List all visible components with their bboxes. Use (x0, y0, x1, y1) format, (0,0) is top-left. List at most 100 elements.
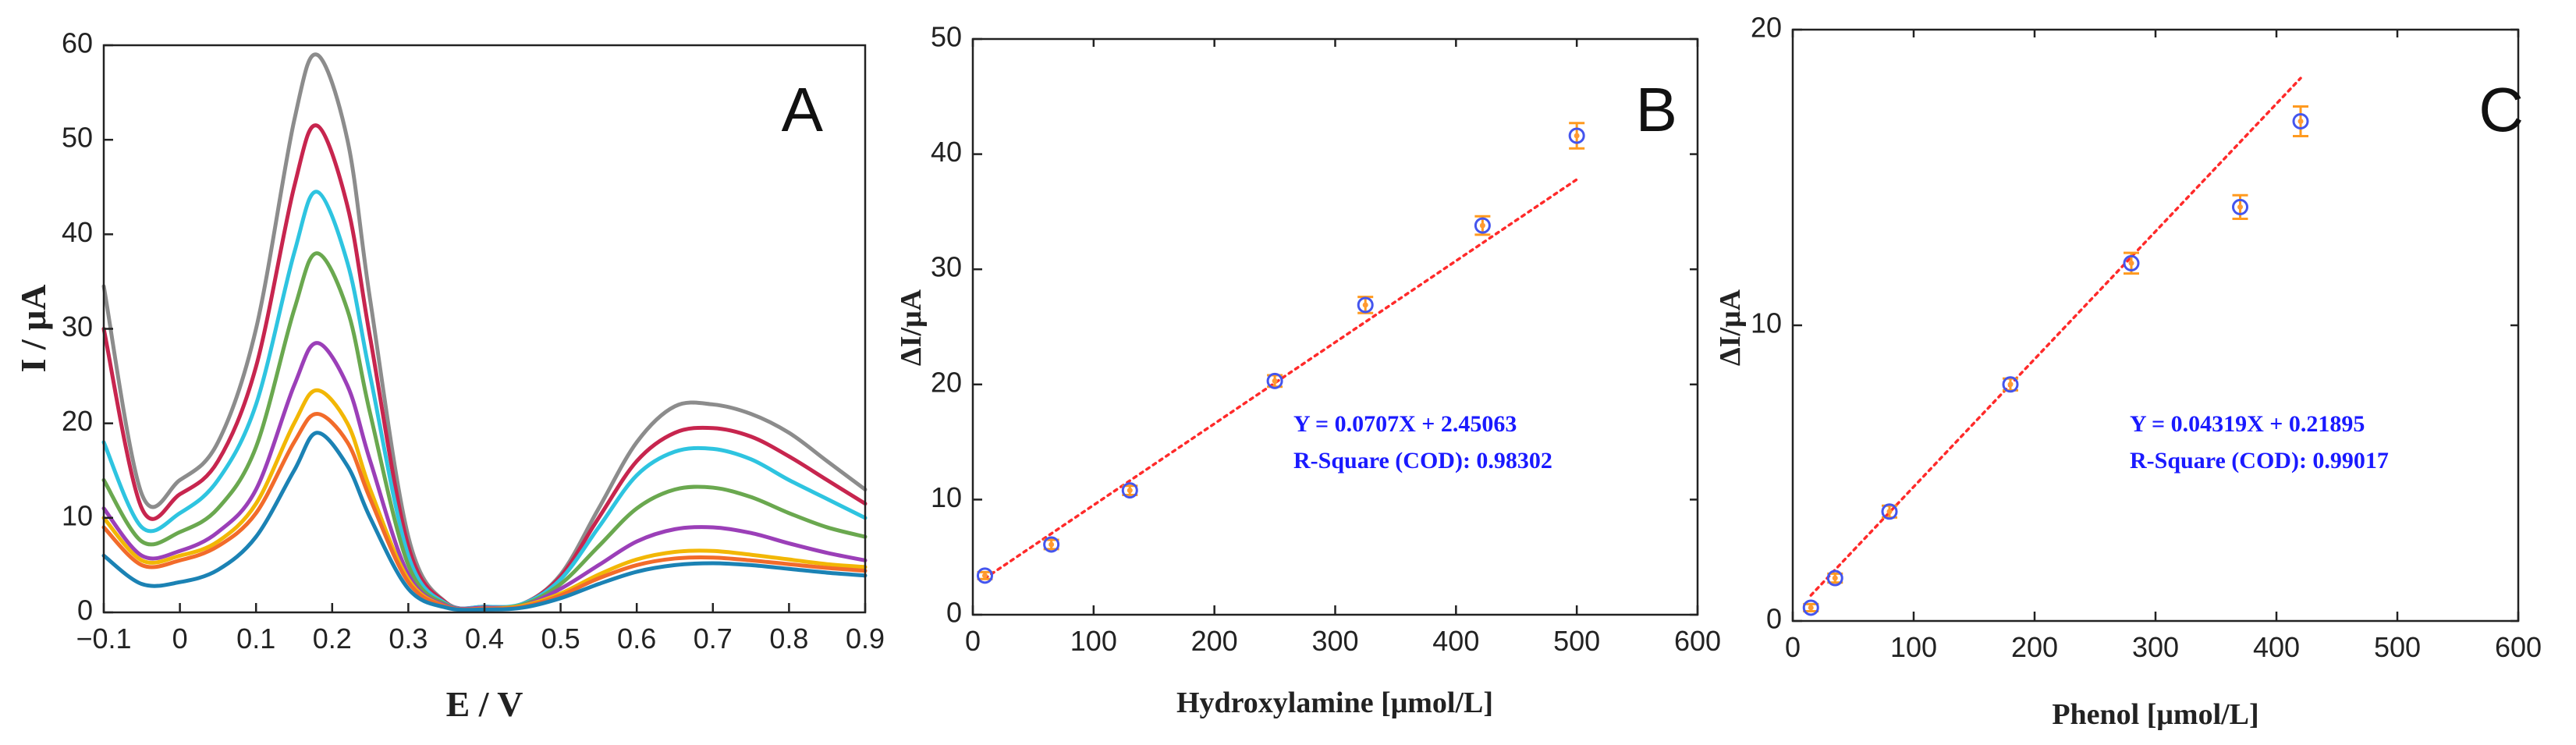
data-point-center (2237, 204, 2243, 210)
data-point-4 (2002, 376, 2019, 393)
y-tick-label: 20 (1751, 12, 1782, 44)
y-tick-label: 50 (62, 122, 93, 154)
data-point-center (1832, 575, 1838, 581)
data-point-7 (1568, 127, 1585, 144)
panel-a-series (101, 52, 868, 612)
panel-b-ticks: 0 100 200 300 400 500 600 0 10 20 30 40 50 (931, 21, 1721, 657)
data-point-center (2128, 260, 2134, 266)
panel-c-r-square: R-Square (COD): 0.99017 (2130, 448, 2389, 474)
y-tick-label: 20 (62, 405, 93, 437)
y-tick-label: 40 (931, 136, 962, 168)
x-tick-label: 0 (1785, 631, 1801, 663)
panel-a-x-axis-label: E / V (446, 684, 523, 724)
data-point-5 (1357, 296, 1374, 314)
panel-b-r-square: R-Square (COD): 0.98302 (1293, 448, 1552, 474)
data-point-center (2297, 118, 2304, 124)
x-tick-label: 200 (2011, 631, 2058, 663)
x-tick-label: 0.2 (313, 623, 352, 655)
y-tick-label: 20 (931, 366, 962, 398)
series-line-2 (101, 123, 868, 611)
x-tick-label: 0.9 (846, 623, 885, 655)
panel-c-fit-line (1809, 76, 2302, 597)
panel-b-y-axis-label: ΔI/μA (895, 289, 928, 366)
y-tick-label: 10 (931, 481, 962, 513)
fit-line (983, 178, 1578, 580)
data-point-center (1048, 541, 1055, 548)
panel-a-letter: A (782, 75, 824, 144)
x-tick-label: 0.7 (694, 623, 733, 655)
y-tick-label: 30 (931, 251, 962, 283)
data-point-4 (1266, 372, 1283, 389)
panel-c: 0 100 200 300 400 500 600 0 10 20 C Y = 0.04319X … (1714, 12, 2542, 731)
panel-b-equation: Y = 0.0707X + 2.45063 (1293, 411, 1517, 437)
x-tick-label: 0.4 (465, 623, 504, 655)
x-tick-label: 500 (1553, 625, 1600, 657)
data-point-3 (1881, 503, 1898, 520)
panel-a: −0.1 0 0.1 0.2 0.3 0.4 0.5 0.6 0.7 0.8 0.901020304… (13, 27, 885, 724)
data-point-6 (1474, 217, 1491, 234)
panel-c-frame (1791, 28, 2520, 623)
panel-a-ticks: −0.1 0 0.1 0.2 0.3 0.4 0.5 0.6 0.7 0.8 0.901020304… (62, 27, 885, 655)
y-tick-label: 0 (77, 594, 93, 626)
data-point-center (981, 573, 988, 579)
panel-b-fit-line (983, 178, 1578, 580)
panel-c-y-axis-label: ΔI/μA (1714, 289, 1747, 366)
x-tick-label: 400 (2253, 631, 2300, 663)
data-point-center (1127, 488, 1133, 494)
panel-c-x-axis-label: Phenol [μmol/L] (2052, 698, 2258, 731)
series-line-4 (101, 251, 868, 612)
x-tick-label: −0.1 (76, 623, 131, 655)
panel-b: 0 100 200 300 400 500 600 0 10 20 30 40 50 B Y = 0.0… (895, 21, 1721, 719)
data-point-3 (1121, 482, 1138, 499)
data-point-center (1808, 605, 1814, 611)
data-point-1 (1802, 599, 1819, 616)
panel-b-letter: B (1636, 75, 1677, 144)
y-tick-label: 0 (946, 597, 962, 629)
x-tick-label: 300 (2132, 631, 2179, 663)
x-tick-label: 300 (1311, 625, 1358, 657)
panel-c-ticks: 0 100 200 300 400 500 600 0 10 20 (1751, 12, 2542, 663)
y-tick-label: 50 (931, 21, 962, 53)
series-line-1 (101, 52, 868, 612)
data-point-center (1362, 302, 1368, 308)
data-point-center (1272, 378, 1278, 384)
panel-b-frame (971, 37, 1699, 616)
x-tick-label: 0.6 (617, 623, 656, 655)
x-tick-label: 400 (1432, 625, 1479, 657)
x-tick-label: 0 (965, 625, 981, 657)
x-tick-label: 0.5 (541, 623, 580, 655)
x-tick-label: 0.8 (769, 623, 808, 655)
y-tick-label: 0 (1766, 603, 1782, 635)
data-point-center (2007, 381, 2014, 388)
panel-c-letter: C (2478, 75, 2524, 144)
x-tick-label: 100 (1890, 631, 1937, 663)
y-tick-label: 30 (62, 310, 93, 342)
data-point-2 (1043, 536, 1060, 553)
series-line-8 (101, 431, 868, 612)
panel-c-points (1802, 105, 2309, 616)
panel-a-y-axis-label: I / μA (13, 285, 53, 373)
data-point-7 (2292, 112, 2309, 129)
panel-c-equation: Y = 0.04319X + 0.21895 (2130, 411, 2365, 437)
x-tick-label: 200 (1191, 625, 1238, 657)
fit-line (1809, 76, 2302, 597)
data-point-2 (1826, 569, 1843, 587)
x-tick-label: 0.1 (236, 623, 275, 655)
x-tick-label: 0.3 (389, 623, 428, 655)
panel-b-x-axis-label: Hydroxylamine [μmol/L] (1176, 686, 1493, 719)
y-tick-label: 60 (62, 27, 93, 59)
series-line-6 (101, 388, 868, 612)
series-line-3 (101, 190, 868, 611)
x-tick-label: 600 (2495, 631, 2542, 663)
data-point-5 (2123, 254, 2140, 271)
y-tick-label: 40 (62, 216, 93, 248)
y-tick-label: 10 (1751, 307, 1782, 339)
data-point-center (1574, 133, 1580, 139)
data-point-6 (2232, 198, 2248, 215)
x-tick-label: 600 (1674, 625, 1721, 657)
panel-a-frame (102, 44, 867, 614)
x-tick-label: 0 (172, 623, 188, 655)
y-tick-label: 10 (62, 499, 93, 531)
data-point-center (1479, 222, 1485, 229)
